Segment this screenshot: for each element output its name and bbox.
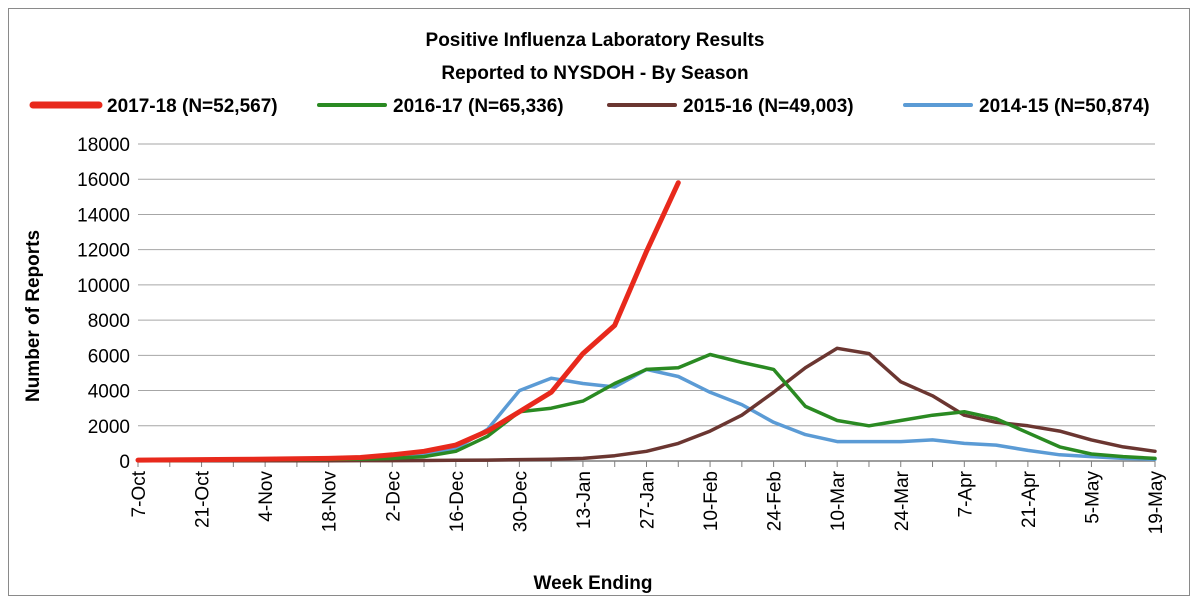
y-tick-label: 10000 [77,276,130,297]
x-tick-label: 16-Dec [447,471,468,532]
series-line [135,180,681,463]
x-tick-label: 10-Mar [828,470,849,531]
x-tick-label: 21-Oct [193,470,214,528]
y-tick-label: 18000 [77,135,130,156]
y-tick-label: 2000 [88,417,130,438]
legend-label: 2016-17 (N=65,336) [393,96,564,117]
x-tick-label: 24-Mar [892,470,913,531]
x-axis: 7-Oct 21-Oct 4-Nov 18-Nov 2-Dec 16-Dec 30-Dec 1… [129,460,1167,535]
y-tick-label: 6000 [88,346,130,367]
gridlines [138,143,1155,427]
chart-frame: Positive Influenza Laboratory Results Re… [8,8,1190,596]
y-tick-label: 16000 [77,170,130,191]
series-line [136,346,1157,463]
x-tick-label: 21-Apr [1019,470,1040,528]
x-tick-label: 7-Apr [955,470,976,517]
chart-svg: Positive Influenza Laboratory Results Re… [23,30,1167,594]
series-lines [135,180,1157,463]
y-tick-label: 8000 [88,311,130,332]
legend-label: 2017-18 (N=52,567) [107,96,278,117]
x-tick-label: 27-Jan [638,471,659,529]
y-tick-label: 14000 [77,205,130,226]
y-axis-label: Number of Reports [23,230,44,402]
legend-label: 2015-16 (N=49,003) [683,96,854,117]
x-tick-label: 19-May [1146,471,1167,535]
legend: 2017-18 (N=52,567) 2016-17 (N=65,336) 2015… [29,96,1150,117]
series-line [136,367,1157,463]
x-tick-label: 13-Jan [574,471,595,529]
x-tick-label: 30-Dec [510,471,531,532]
y-axis: 0 2000 4000 6000 8000 10000 12000 14000 16000 180… [77,135,130,473]
legend-label: 2014-15 (N=50,874) [979,96,1150,117]
chart-subtitle: Reported to NYSDOH - By Season [441,63,748,84]
x-tick-label: 4-Nov [256,471,277,522]
x-tick-label: 2-Dec [383,471,404,522]
x-tick-label: 5-May [1082,471,1103,524]
x-axis-label: Week Ending [534,573,653,594]
x-tick-label: 18-Nov [320,471,341,533]
y-tick-label: 0 [119,452,130,473]
chart-title: Positive Influenza Laboratory Results [426,30,765,51]
x-tick-label: 10-Feb [701,471,722,531]
y-tick-label: 12000 [77,241,130,262]
y-tick-label: 4000 [88,382,130,403]
x-tick-label: 24-Feb [765,471,786,531]
x-tick-label: 7-Oct [129,470,150,517]
